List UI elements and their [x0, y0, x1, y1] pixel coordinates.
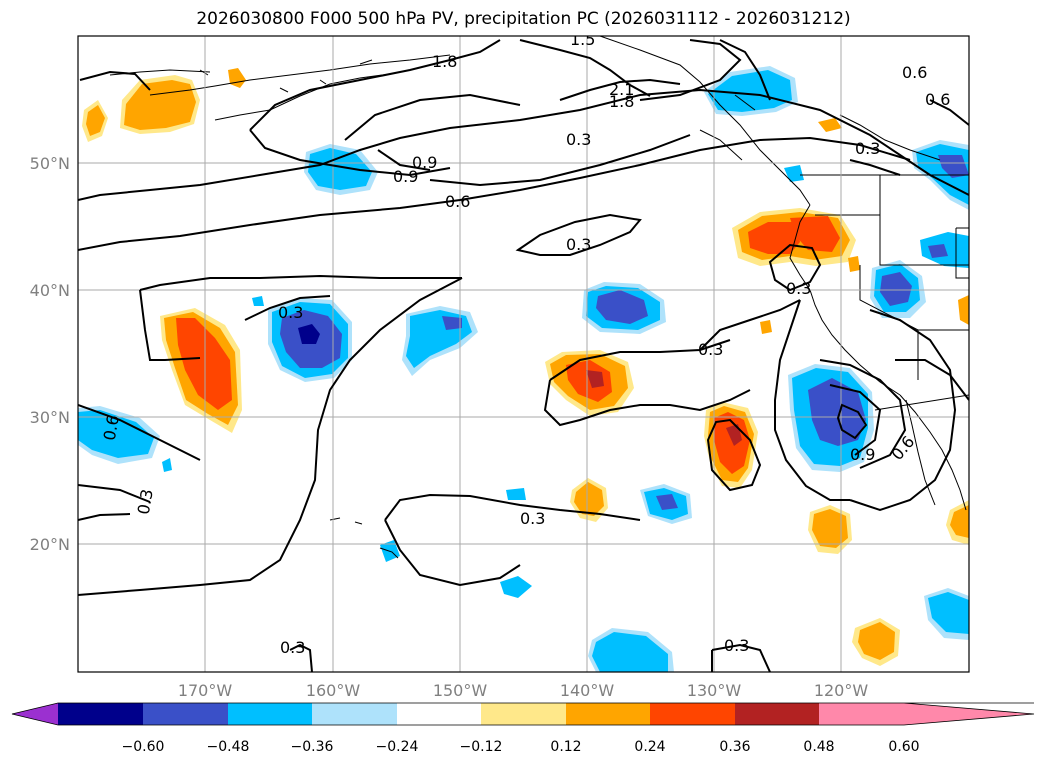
contour-label: 0.3	[280, 638, 305, 657]
contour-label: 0.9	[412, 153, 437, 172]
colorbar-segment	[143, 703, 228, 725]
colorbar-tick: −0.24	[376, 739, 419, 755]
contour-label: 0.3	[134, 488, 157, 516]
lon-label-150w: 150°W	[433, 681, 488, 700]
colorbar-segment	[819, 703, 904, 725]
colorbar-extend-low	[12, 703, 58, 725]
contour-label: 0.6	[925, 90, 950, 109]
colorbar-segment	[228, 703, 312, 725]
lat-label-30n: 30°N	[30, 408, 70, 427]
pv-contours	[78, 39, 969, 672]
colorbar-tick: 0.24	[634, 739, 665, 755]
contour-label: 0.6	[445, 192, 470, 211]
map-panel: 1.8 1.8 2.1 1.5 0.9 0.6 0.9 0.6 0.3 0.3 …	[77, 30, 970, 673]
colorbar-tick: 0.48	[803, 739, 834, 755]
colorbar-segment	[735, 703, 819, 725]
colorbar-tick: −0.12	[460, 739, 503, 755]
colorbar-segment	[58, 703, 143, 725]
contour-label: 0.6	[100, 414, 123, 442]
lon-label-160w: 160°W	[306, 681, 361, 700]
latitude-labels: 50°N 40°N 30°N 20°N	[30, 154, 70, 554]
lon-label-120w: 120°W	[814, 681, 869, 700]
colorbar-tick: 0.36	[719, 739, 750, 755]
contour-label: 1.8	[432, 52, 457, 71]
colorbar-tick: −0.36	[291, 739, 334, 755]
colorbar-tick: −0.60	[122, 739, 165, 755]
coastlines	[109, 36, 969, 559]
contour-label: 0.3	[566, 235, 591, 254]
contour-label: 2.1	[609, 80, 634, 99]
lon-label-170w: 170°W	[178, 681, 233, 700]
map-title: 2026030800 F000 500 hPa PV, precipitatio…	[196, 9, 851, 29]
colorbar-tick: −0.48	[207, 739, 250, 755]
contour-label: 0.3	[278, 303, 303, 322]
lat-label-50n: 50°N	[30, 154, 70, 173]
positive-precip-areas	[82, 68, 969, 666]
colorbar-segment	[481, 703, 566, 725]
contour-label: 0.3	[698, 340, 723, 359]
colorbar-segment	[312, 703, 397, 725]
contour-label: 0.9	[393, 167, 418, 186]
longitude-labels: 170°W 160°W 150°W 140°W 130°W 120°W	[178, 681, 869, 700]
colorbar-tick: 0.60	[888, 739, 919, 755]
contour-label: 0.6	[902, 63, 927, 82]
colorbar-segment	[566, 703, 650, 725]
contour-label: 0.3	[566, 130, 591, 149]
contour-label: 0.3	[786, 279, 811, 298]
map-frame	[77, 35, 970, 673]
lon-label-140w: 140°W	[560, 681, 615, 700]
contour-label: 0.3	[520, 509, 545, 528]
lon-label-130w: 130°W	[687, 681, 742, 700]
colorbar: −0.60 −0.48 −0.36 −0.24 −0.12 0.12 0.24 …	[11, 702, 1035, 755]
contour-label: 0.9	[850, 445, 875, 464]
lat-label-20n: 20°N	[30, 535, 70, 554]
contour-label: 0.3	[855, 139, 880, 158]
colorbar-ticks: −0.60 −0.48 −0.36 −0.24 −0.12 0.12 0.24 …	[122, 739, 920, 755]
contour-label: 1.5	[570, 30, 595, 49]
contour-label: 1.8	[609, 92, 634, 111]
colorbar-segment	[650, 703, 735, 725]
colorbar-extend-high	[904, 703, 1034, 725]
colorbar-tick: 0.12	[550, 739, 581, 755]
colorbar-segment	[397, 703, 481, 725]
lat-label-40n: 40°N	[30, 281, 70, 300]
negative-precip-areas	[78, 66, 969, 672]
contour-label: 0.3	[724, 636, 749, 655]
